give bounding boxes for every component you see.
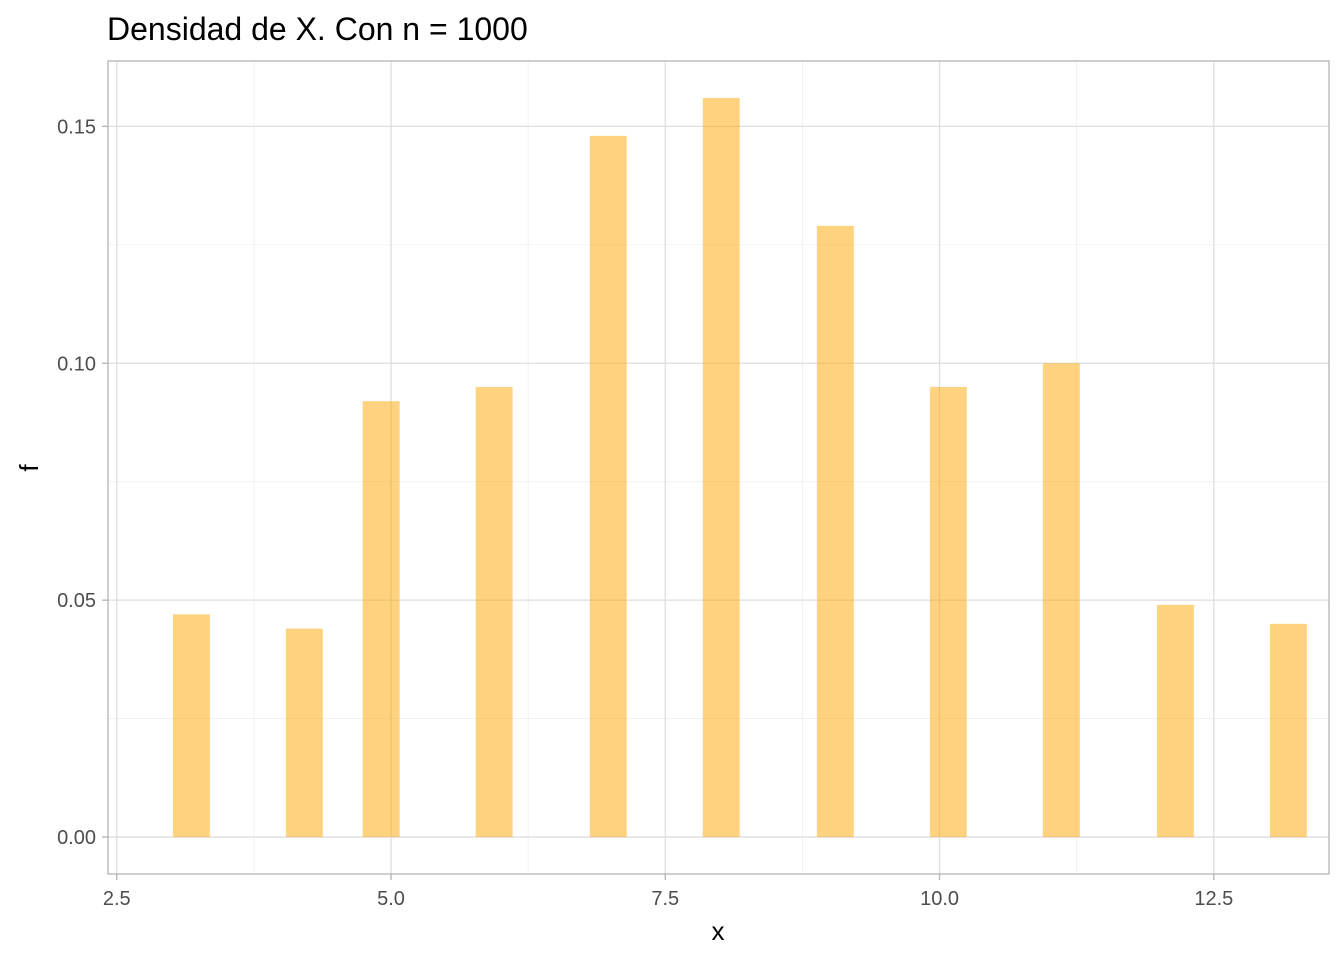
bar	[285, 628, 323, 838]
bar	[589, 135, 627, 838]
x-tick-label: 7.5	[651, 888, 679, 910]
bar	[1269, 623, 1307, 838]
bars	[172, 97, 1307, 838]
x-tick-label: 12.5	[1194, 888, 1233, 910]
chart-title: Densidad de X. Con n = 1000	[107, 11, 528, 47]
bar	[702, 97, 740, 838]
x-tick-label: 10.0	[920, 888, 959, 910]
x-tick-label: 2.5	[103, 888, 131, 910]
bar	[1156, 604, 1194, 838]
y-tick-label: 0.15	[57, 116, 96, 138]
x-axis: 2.5 5.0 7.5 10.0 12.5	[103, 874, 1233, 910]
bar	[172, 614, 210, 838]
bar	[475, 386, 513, 838]
bar	[816, 225, 854, 838]
y-tick-label: 0.00	[57, 827, 96, 849]
plot-panel-border	[107, 60, 1330, 875]
bar	[929, 386, 967, 838]
bar	[1042, 363, 1080, 838]
y-axis-title: f	[14, 464, 44, 472]
bar	[362, 401, 400, 838]
y-tick-label: 0.05	[57, 590, 96, 612]
y-axis: 0.00 0.05 0.10 0.15	[57, 116, 108, 849]
x-axis-title: x	[712, 916, 725, 946]
x-tick-label: 5.0	[377, 888, 405, 910]
y-tick-label: 0.10	[57, 353, 96, 375]
